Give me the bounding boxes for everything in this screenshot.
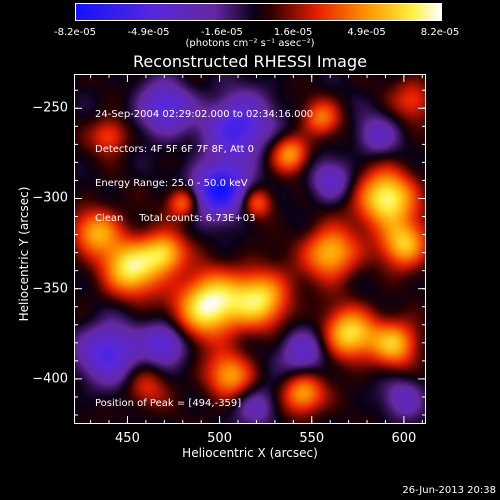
y-tick-label: −350 bbox=[32, 281, 68, 297]
colorbar-tick-label: 8.2e-05 bbox=[420, 27, 460, 38]
y-tick-label: −400 bbox=[32, 371, 68, 387]
colorbar-tick-label: -8.2e-05 bbox=[54, 27, 96, 38]
x-axis-label: Heliocentric X (arcsec) bbox=[182, 446, 318, 460]
colorbar-tick-label: -4.9e-05 bbox=[127, 27, 170, 38]
y-tick-label: −250 bbox=[32, 100, 68, 116]
colorbar-tick-label: -1.6e-05 bbox=[200, 27, 243, 38]
plot-border bbox=[74, 74, 426, 424]
timestamp: 26-Jun-2013 20:38 bbox=[402, 485, 496, 496]
info-time-range: 24-Sep-2004 02:29:02.000 to 02:34:16.000 bbox=[95, 109, 314, 120]
info-overlay: 24-Sep-2004 02:29:02.000 to 02:34:16.000… bbox=[95, 86, 313, 236]
peak-position: Position of Peak = [494,-359] bbox=[95, 398, 242, 409]
x-tick-label: 600 bbox=[391, 431, 417, 446]
chart-title: Reconstructed RHESSI Image bbox=[133, 52, 367, 71]
heatmap-image bbox=[74, 74, 426, 424]
x-tick-label: 500 bbox=[207, 431, 232, 446]
colorbar-tick-label: 1.6e-05 bbox=[273, 27, 313, 38]
info-total-counts: Clean Total counts: 6.73E+03 bbox=[95, 212, 256, 224]
x-tick-label: 550 bbox=[299, 431, 325, 446]
colorbar-tick-label: 4.9e-05 bbox=[347, 27, 386, 38]
info-energy-range: Energy Range: 25.0 - 50.0 keV bbox=[95, 178, 248, 189]
x-tick-label: 450 bbox=[115, 431, 140, 446]
y-tick-label: −300 bbox=[32, 190, 68, 206]
info-detectors: Detectors: 4F 5F 6F 7F 8F, Att 0 bbox=[95, 143, 255, 155]
colorbar bbox=[75, 3, 442, 21]
colorbar-units: (photons cm⁻² s⁻¹ asec⁻²) bbox=[185, 38, 315, 49]
plot-frame bbox=[74, 74, 426, 424]
